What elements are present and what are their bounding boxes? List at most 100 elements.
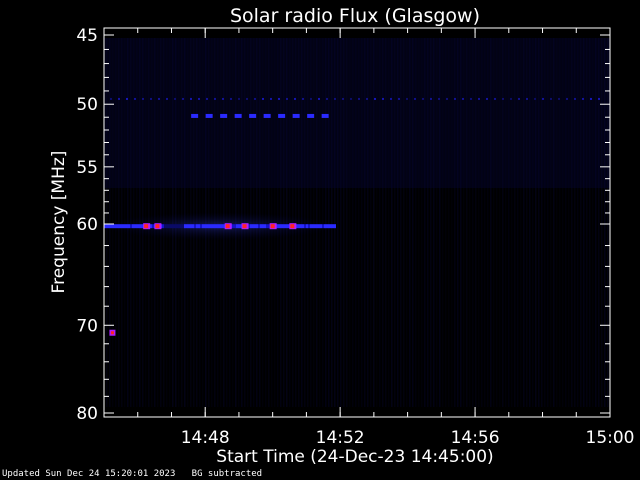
band-cell (322, 224, 324, 229)
texture-streak (511, 38, 513, 407)
band-cell (288, 224, 290, 229)
band-cell (264, 224, 266, 229)
y-axis-label: Frequency [MHz] (49, 151, 69, 294)
texture-streak (523, 38, 525, 407)
texture-streak (544, 38, 546, 407)
dot-segment (526, 97, 528, 100)
band-cell (170, 224, 172, 229)
dot-segment (126, 97, 128, 100)
texture-streak (430, 38, 432, 407)
band-cell (178, 224, 180, 229)
band-cell (312, 224, 314, 229)
band-cell (240, 224, 242, 229)
texture-streak (364, 38, 366, 407)
texture-streak (586, 38, 588, 407)
texture-streak (484, 38, 486, 407)
texture-streak (592, 38, 594, 407)
texture-streak (505, 38, 507, 407)
footer: Updated Sun Dec 24 15:20:01 2023 BG subt… (2, 469, 262, 479)
texture-streak (517, 38, 519, 407)
texture-streak (493, 38, 495, 407)
texture-streak (574, 38, 576, 407)
y-tick-label: 55 (76, 158, 98, 178)
dot-segment (366, 97, 368, 100)
band-cell (120, 224, 122, 229)
dot-segment (374, 97, 376, 100)
dot-segment (334, 97, 336, 100)
burst-core (155, 224, 160, 229)
dot-segment (558, 97, 560, 100)
texture-streak (466, 38, 468, 407)
dash-segment (191, 113, 199, 118)
band-cell (134, 224, 136, 229)
dot-segment (462, 97, 464, 100)
band-cell (310, 224, 312, 229)
x-axis-ticks: 14:48 14:52 14:56 15:00 (103, 28, 635, 448)
band-cell (186, 224, 188, 229)
texture-streak (352, 38, 354, 407)
band-cell (332, 224, 334, 229)
band-cell (250, 224, 252, 229)
texture-streak (604, 38, 606, 407)
band-cell (116, 224, 118, 229)
texture-streak (379, 38, 381, 407)
texture-streak (394, 38, 396, 407)
band-cell (286, 224, 288, 229)
dot-segment (190, 97, 192, 100)
dot-segment (358, 97, 360, 100)
texture-streak (334, 38, 336, 407)
dot-segment (174, 97, 176, 100)
texture-streak (424, 38, 426, 407)
dot-segment (470, 97, 472, 100)
band-cell (180, 224, 182, 229)
band-cell (252, 224, 254, 229)
dot-segment (454, 97, 456, 100)
dot-segment (142, 97, 144, 100)
texture-streak (559, 38, 561, 407)
band-cell (306, 224, 308, 229)
band-cell (128, 224, 130, 229)
band-cell (220, 224, 222, 229)
y-axis-ticks: 45 50 55 60 70 80 (76, 26, 610, 424)
dot-segment (486, 97, 488, 100)
texture-streak (343, 38, 345, 407)
dot-segment (510, 97, 512, 100)
bg-note: BG subtracted (191, 469, 263, 479)
dot-segment (118, 97, 120, 100)
dot-segment (262, 97, 264, 100)
band-cell (130, 224, 132, 229)
band-cell (122, 224, 124, 229)
texture-streak (442, 38, 444, 407)
chart-title: Solar radio Flux (Glasgow) (230, 5, 480, 27)
texture-streak (382, 38, 384, 407)
band-cell (258, 224, 260, 229)
texture-streak (409, 38, 411, 407)
dash-segment (321, 113, 329, 118)
band-cell (138, 224, 140, 229)
texture-streak (532, 38, 534, 407)
texture-streak (583, 38, 585, 407)
dot-segment (398, 97, 400, 100)
texture-streak (577, 38, 579, 407)
dot-segment (222, 97, 224, 100)
y-tick-label: 45 (76, 26, 98, 46)
band-cell (188, 224, 190, 229)
band-cell (216, 224, 218, 229)
dot-segment (230, 97, 232, 100)
texture-streak (595, 38, 597, 407)
band-cell (184, 224, 186, 229)
band-cell (266, 224, 268, 229)
dot-segment (238, 97, 240, 100)
band-cell (320, 224, 322, 229)
texture-streak (361, 38, 363, 407)
texture-streak (502, 38, 504, 407)
texture-streak (439, 38, 441, 407)
dot-segment (502, 97, 504, 100)
point-core (110, 331, 114, 335)
band-cell (212, 224, 214, 229)
texture-streak (463, 38, 465, 407)
texture-streak (529, 38, 531, 407)
dot-segment (214, 97, 216, 100)
dot-segment (302, 97, 304, 100)
dot-segment (350, 97, 352, 100)
